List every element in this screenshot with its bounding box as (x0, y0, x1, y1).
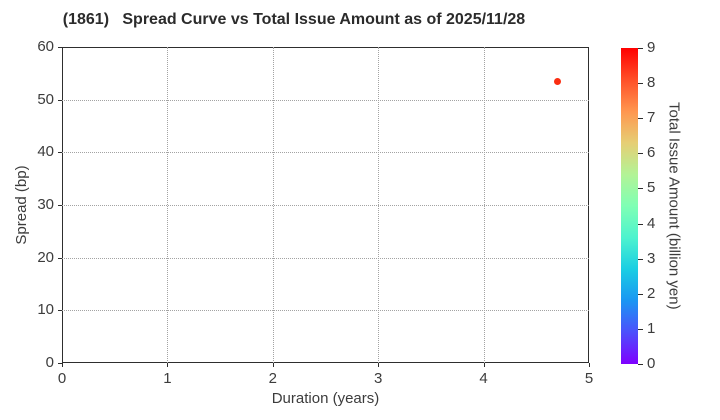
colorbar-tick-mark (638, 328, 643, 330)
y-axis-label: Spread (bp) (13, 165, 30, 245)
colorbar-tick-label: 8 (647, 74, 656, 92)
colorbar (621, 48, 638, 364)
x-tick-label: 0 (57, 370, 67, 387)
colorbar-tick-label: 5 (647, 179, 656, 197)
colorbar-tick-label: 1 (647, 319, 656, 337)
x-tick-mark (167, 363, 169, 367)
x-tick-label: 3 (374, 370, 383, 387)
colorbar-tick-label: 4 (647, 214, 656, 232)
colorbar-tick-label: 6 (647, 144, 656, 162)
colorbar-tick-mark (638, 188, 643, 190)
colorbar-tick-label: 0 (647, 355, 656, 372)
y-gridline (62, 152, 589, 154)
y-gridline (62, 310, 589, 312)
colorbar-tick-mark (638, 48, 643, 49)
y-tick-label: 20 (37, 248, 54, 266)
y-tick-mark (58, 47, 62, 48)
data-point (553, 77, 561, 85)
y-gridline (62, 257, 589, 259)
colorbar-tick-label: 9 (647, 39, 656, 56)
colorbar-tick-mark (638, 364, 643, 365)
y-tick-label: 50 (37, 90, 54, 108)
x-axis-label: Duration (years) (271, 390, 380, 407)
x-tick-label: 1 (163, 370, 172, 387)
colorbar-tick-mark (638, 118, 643, 120)
colorbar-tick-mark (638, 293, 643, 295)
y-tick-mark (58, 363, 62, 364)
y-tick-mark (58, 99, 62, 101)
y-tick-mark (58, 257, 62, 259)
colorbar-label: Total Issue Amount (billion yen) (665, 102, 683, 310)
y-tick-mark (58, 205, 62, 206)
colorbar-tick-mark (638, 153, 643, 155)
colorbar-tick-label: 7 (647, 109, 656, 127)
x-tick-mark (483, 363, 485, 367)
x-tick-mark (272, 363, 274, 367)
y-tick-label: 60 (37, 38, 54, 55)
y-tick-label: 10 (37, 301, 54, 319)
chart-title: (1861) Spread Curve vs Total Issue Amoun… (62, 11, 526, 28)
x-tick-label: 5 (584, 370, 594, 387)
colorbar-tick-mark (638, 258, 643, 260)
y-tick-mark (58, 152, 62, 154)
x-tick-mark (589, 363, 590, 367)
y-gridline (62, 99, 589, 101)
x-tick-label: 4 (479, 370, 488, 387)
x-tick-mark (378, 363, 380, 367)
y-gridline (62, 205, 589, 206)
colorbar-tick-mark (638, 83, 643, 85)
y-tick-mark (58, 310, 62, 312)
colorbar-tick-label: 3 (647, 249, 656, 267)
x-tick-mark (62, 363, 63, 367)
y-tick-label: 40 (37, 143, 54, 161)
y-tick-label: 0 (45, 354, 54, 371)
colorbar-tick-label: 2 (647, 284, 656, 302)
y-tick-label: 30 (37, 196, 54, 213)
colorbar-tick-mark (638, 223, 643, 225)
x-tick-label: 2 (268, 370, 277, 387)
